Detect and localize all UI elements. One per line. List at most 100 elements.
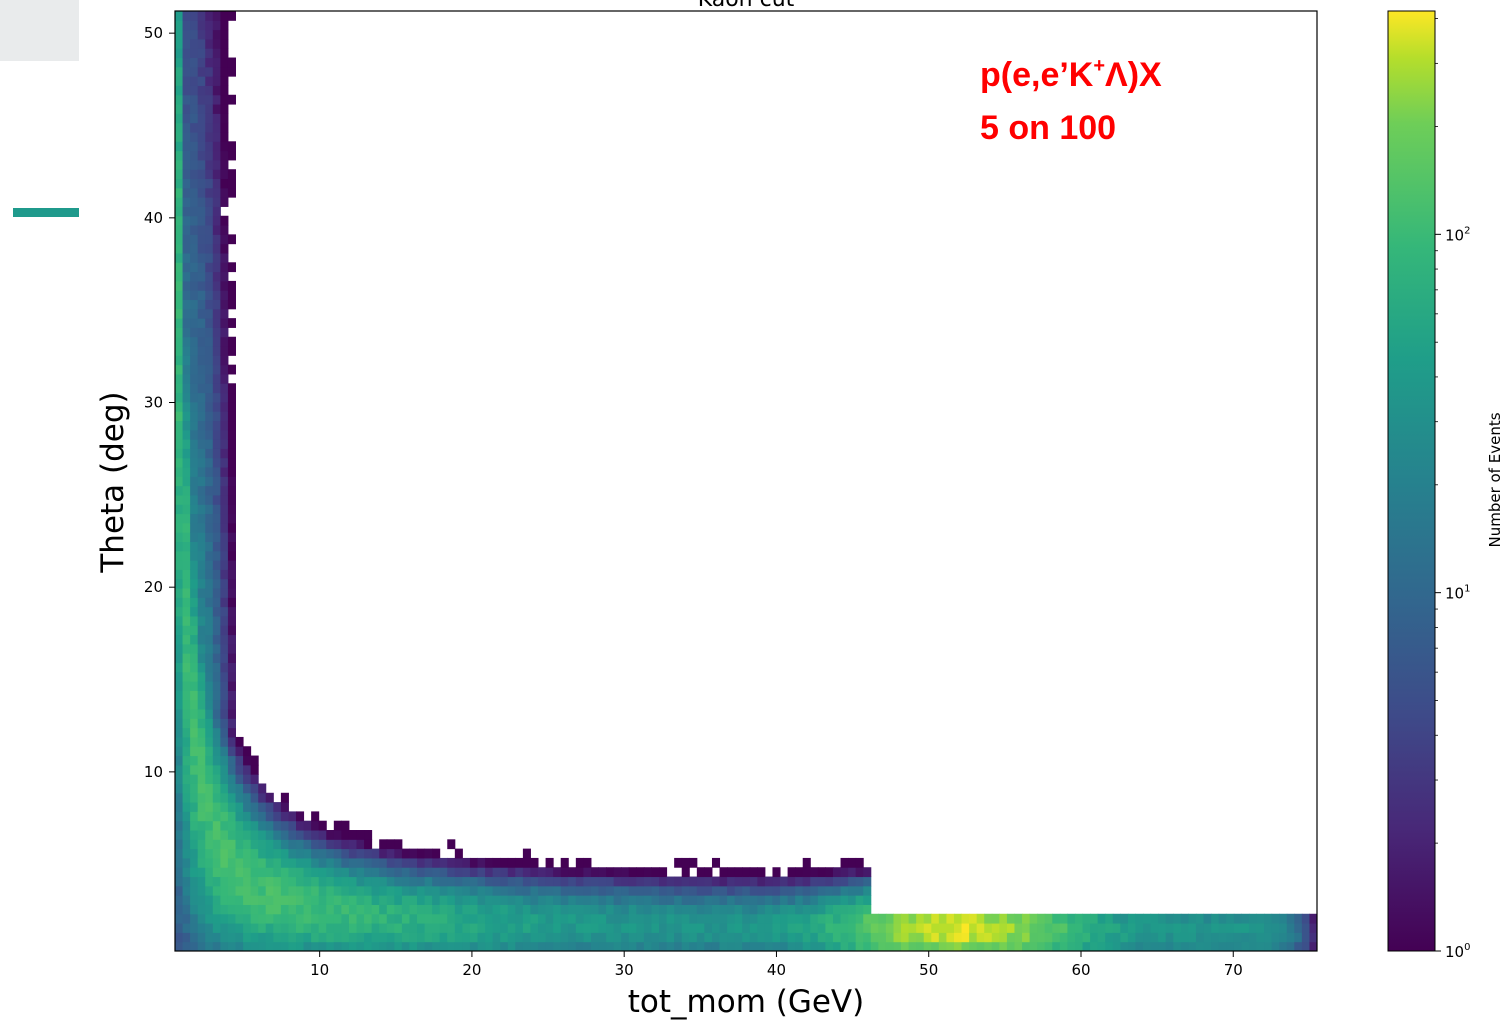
heatmap-cell	[182, 29, 191, 40]
heatmap-cell	[227, 792, 236, 803]
heatmap-cell	[318, 913, 327, 924]
slide-accent-bar	[13, 208, 79, 217]
heatmap-cell	[439, 857, 448, 868]
heatmap-cell	[401, 895, 410, 905]
heatmap-cell	[477, 913, 486, 924]
heatmap-cell	[538, 923, 547, 933]
heatmap-cell	[606, 923, 615, 933]
heatmap-cell	[379, 885, 388, 896]
heatmap-cell	[212, 671, 221, 682]
heatmap-cell	[212, 736, 221, 747]
heatmap-cell	[175, 476, 184, 487]
heatmap-cell	[197, 690, 206, 701]
heatmap-cell	[296, 811, 305, 822]
heatmap-cell	[719, 932, 728, 943]
heatmap-cell	[212, 252, 221, 263]
colorbar-label: Number of Events	[1486, 412, 1504, 547]
heatmap-cell	[212, 457, 221, 468]
heatmap-cell	[462, 867, 471, 878]
heatmap-cell	[832, 932, 842, 943]
heatmap-cell	[197, 401, 206, 412]
heatmap-cell	[182, 364, 191, 375]
heatmap-cell	[326, 830, 335, 840]
heatmap-cell	[447, 904, 456, 915]
heatmap-cell	[901, 941, 910, 952]
heatmap-cell	[840, 932, 849, 943]
heatmap-cell	[197, 57, 206, 68]
heatmap-cell	[227, 615, 236, 626]
heatmap-cell	[1105, 923, 1114, 933]
heatmap-cell	[931, 941, 940, 952]
heatmap-cell	[190, 941, 199, 952]
heatmap-cell	[190, 392, 199, 403]
heatmap-cell	[1082, 932, 1091, 943]
heatmap-cell	[878, 923, 887, 933]
heatmap-cell	[280, 923, 289, 933]
heatmap-cell	[182, 159, 191, 170]
heatmap-cell	[220, 215, 229, 226]
heatmap-cell	[318, 830, 327, 840]
heatmap-cell	[296, 857, 305, 868]
heatmap-cell	[553, 941, 562, 952]
heatmap-cell	[1301, 913, 1310, 924]
heatmap-cell	[492, 895, 501, 905]
heatmap-cell	[432, 913, 441, 924]
heatmap-cell	[326, 876, 335, 887]
heatmap-cell	[545, 885, 554, 896]
heatmap-cell	[348, 895, 358, 905]
heatmap-cell	[250, 895, 259, 905]
heatmap-cell	[795, 932, 804, 943]
heatmap-cell	[197, 308, 206, 319]
heatmap-cell	[401, 867, 410, 878]
heatmap-cell	[250, 755, 259, 766]
heatmap-cell	[190, 718, 199, 729]
heatmap-cell	[175, 318, 184, 328]
heatmap-cell	[303, 932, 312, 943]
heatmap-cell	[651, 867, 660, 878]
heatmap-cell	[1226, 923, 1235, 933]
heatmap-cell	[999, 923, 1008, 933]
heatmap-cell	[182, 299, 191, 310]
heatmap-cell	[220, 653, 229, 663]
heatmap-cell	[507, 895, 516, 905]
heatmap-cell	[197, 318, 206, 328]
heatmap-cell	[235, 774, 244, 784]
heatmap-cell	[424, 885, 433, 896]
heatmap-cell	[318, 895, 327, 905]
heatmap-cell	[212, 234, 221, 245]
heatmap-cell	[220, 355, 229, 366]
heatmap-cell	[333, 941, 342, 952]
heatmap-cell	[628, 895, 637, 905]
heatmap-cell	[182, 411, 191, 422]
heatmap-cell	[424, 895, 433, 905]
heatmap-cell	[212, 141, 221, 152]
heatmap-cell	[175, 634, 184, 645]
heatmap-cell	[212, 29, 221, 40]
heatmap-cell	[651, 941, 660, 952]
heatmap-cell	[197, 746, 206, 757]
heatmap-cell	[371, 876, 380, 887]
heatmap-cell	[205, 606, 214, 617]
heatmap-cell	[197, 597, 206, 608]
heatmap-cell	[749, 885, 758, 896]
heatmap-cell	[742, 867, 751, 878]
heatmap-cell	[205, 159, 214, 170]
heatmap-cell	[734, 904, 743, 915]
heatmap-cell	[205, 643, 214, 654]
heatmap-cell	[175, 876, 184, 887]
heatmap-cell	[243, 830, 252, 840]
heatmap-cell	[190, 736, 199, 747]
heatmap-cell	[787, 941, 796, 952]
heatmap-cell	[810, 913, 819, 924]
heatmap-cell	[485, 867, 494, 878]
heatmap-cell	[311, 923, 320, 933]
heatmap-cell	[235, 830, 244, 840]
heatmap-cell	[227, 346, 236, 356]
heatmap-cell	[583, 932, 592, 943]
heatmap-cell	[182, 588, 191, 598]
heatmap-cell	[401, 848, 410, 859]
heatmap-cell	[734, 867, 743, 878]
heatmap-cell	[674, 941, 683, 952]
heatmap-cell	[190, 802, 199, 812]
